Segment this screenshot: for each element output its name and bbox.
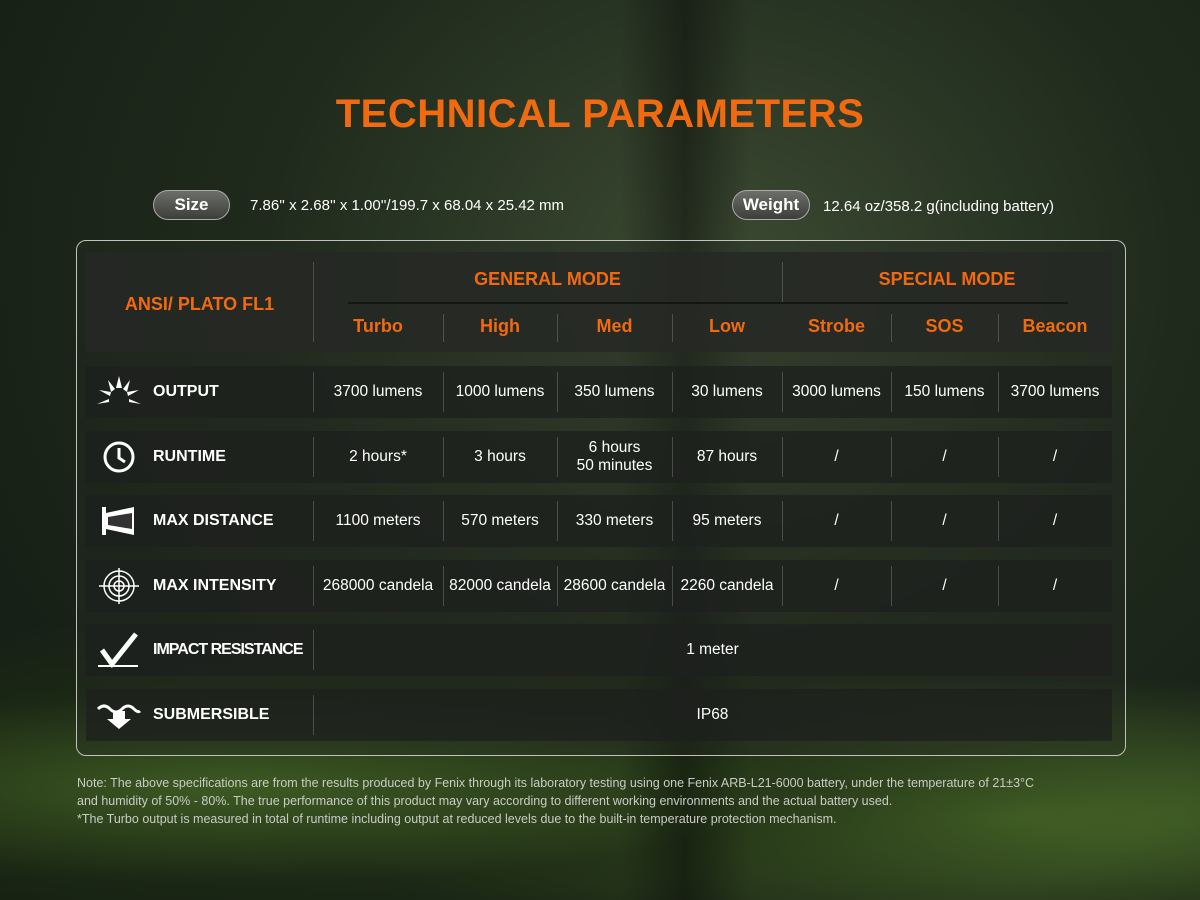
- row-label: RUNTIME: [153, 447, 226, 465]
- cell-high: 570 meters: [461, 512, 539, 529]
- mode-header-sos: SOS: [925, 316, 964, 336]
- row-label: MAX DISTANCE: [153, 512, 274, 529]
- impact-icon: [96, 632, 142, 669]
- table-row-runtime: RUNTIME 2 hours* 3 hours 6 hours 50 minutes…: [86, 430, 1112, 483]
- cell-med: 28600 candela: [563, 576, 666, 594]
- target-icon: [96, 567, 142, 604]
- table-header: ANSI/ PLATO FL1 GENERAL MODE SPECIAL MOD…: [86, 252, 1112, 352]
- submersible-icon: [96, 697, 142, 733]
- row-label: MAX INTENSITY: [153, 576, 277, 594]
- cell-high: 3 hours: [474, 447, 526, 465]
- table-row-submersible: SUBMERSIBLE IP68: [86, 688, 1112, 741]
- size-badge: Size: [153, 190, 230, 220]
- note-line: and humidity of 50% - 80%. The true perf…: [77, 794, 893, 808]
- cell-turbo: 1100 meters: [335, 512, 421, 529]
- mode-header-med: Med: [596, 316, 633, 336]
- cell-beacon: /: [1052, 512, 1058, 529]
- clock-icon: [96, 439, 142, 475]
- mode-header-high: High: [480, 316, 520, 336]
- cell-turbo: 3700 lumens: [333, 383, 423, 400]
- cell-strobe: /: [834, 576, 839, 594]
- cell-med: 350 lumens: [574, 383, 655, 400]
- table-row-max-distance: MAX DISTANCE 1100 meters 570 meters 330 met…: [86, 495, 1112, 547]
- beam-distance-icon: [96, 503, 142, 539]
- footnotes: Note: The above specifications are from …: [77, 774, 1157, 828]
- weight-badge: Weight: [732, 190, 810, 220]
- mode-header-turbo: Turbo: [353, 316, 403, 336]
- table-row-impact-resistance: IMPACT RESISTANCE 1 meter: [86, 624, 1112, 676]
- mode-header-beacon: Beacon: [1022, 316, 1088, 336]
- note-line: Note: The above specifications are from …: [77, 776, 1035, 790]
- cell-beacon: 3700 lumens: [1010, 383, 1100, 400]
- row-value: IP68: [696, 705, 729, 723]
- row-label: OUTPUT: [153, 383, 219, 400]
- cell-low: 95 meters: [692, 512, 762, 529]
- cell-sos: 150 lumens: [904, 383, 985, 400]
- general-mode-heading: GENERAL MODE: [474, 269, 621, 289]
- table-row-max-intensity: MAX INTENSITY 268000 candela 82000 candela…: [86, 559, 1112, 612]
- note-line: *The Turbo output is measured in total o…: [77, 812, 837, 826]
- cell-low: 2260 candela: [680, 576, 774, 594]
- cell-strobe: /: [834, 447, 839, 465]
- row-label: IMPACT RESISTANCE: [153, 641, 304, 658]
- cell-med: 330 meters: [575, 512, 654, 529]
- cell-sos: /: [942, 447, 947, 465]
- mode-header-low: Low: [709, 316, 745, 336]
- mode-header-strobe: Strobe: [807, 316, 865, 336]
- special-mode-heading: SPECIAL MODE: [878, 269, 1016, 289]
- cell-turbo: 268000 candela: [322, 576, 434, 594]
- weight-value: 12.64 oz/358.2 g(including battery): [823, 198, 1054, 215]
- sunburst-icon: [96, 374, 142, 410]
- size-value: 7.86'' x 2.68'' x 1.00''/199.7 x 68.04 x…: [250, 197, 565, 214]
- cell-beacon: /: [1052, 576, 1058, 594]
- cell-turbo: 2 hours*: [349, 447, 407, 465]
- cell-strobe: 3000 lumens: [792, 383, 881, 400]
- cell-low: 30 lumens: [691, 383, 763, 400]
- page-title: TECHNICAL PARAMETERS: [335, 92, 865, 136]
- cell-sos: /: [942, 512, 947, 529]
- table-row-output: OUTPUT 3700 lumens 1000 lumens 350 lumens 30…: [86, 366, 1112, 418]
- cell-strobe: /: [834, 512, 839, 529]
- cell-beacon: /: [1052, 447, 1058, 465]
- cell-sos: /: [942, 576, 947, 594]
- standard-label: ANSI/ PLATO FL1: [124, 294, 275, 314]
- cell-low: 87 hours: [696, 447, 758, 465]
- cell-high: 1000 lumens: [455, 383, 545, 400]
- row-label: SUBMERSIBLE: [153, 705, 270, 723]
- row-value: 1 meter: [686, 641, 739, 658]
- cell-med: 6 hours 50 minutes: [576, 438, 653, 474]
- cell-high: 82000 candela: [449, 576, 551, 594]
